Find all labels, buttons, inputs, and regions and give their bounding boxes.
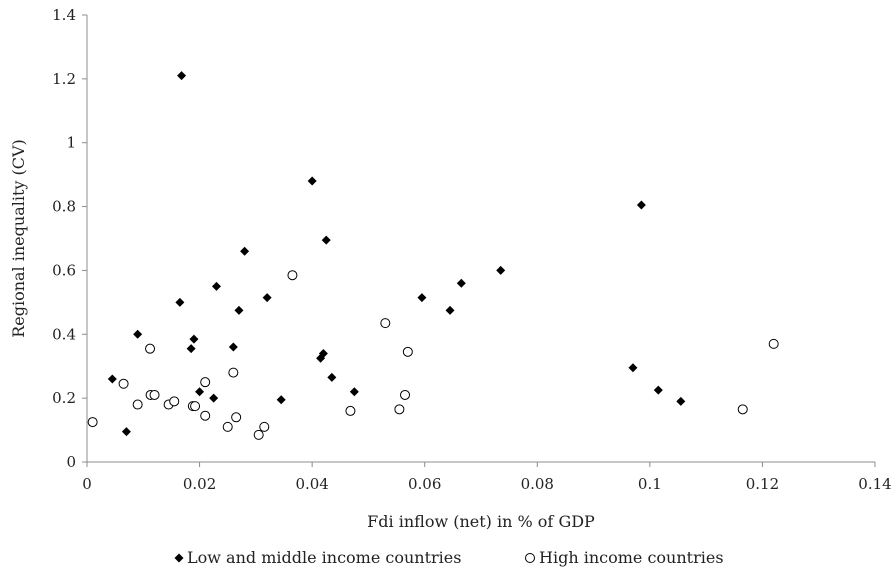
- data-point-low-middle-income: [262, 293, 272, 303]
- y-tick-label: 1: [66, 134, 76, 152]
- data-point-low-middle-income: [175, 297, 185, 307]
- data-point-high-income: [400, 389, 411, 400]
- x-tick-label: 0.14: [858, 475, 891, 493]
- y-tick-label: 1.2: [52, 70, 76, 88]
- data-point-high-income: [200, 377, 211, 388]
- data-point-high-income: [200, 410, 211, 421]
- x-tick-label: 0.12: [746, 475, 779, 493]
- data-point-high-income: [222, 421, 233, 432]
- data-point-high-income: [169, 396, 180, 407]
- data-point-low-middle-income: [445, 305, 455, 315]
- data-point-low-middle-income: [349, 387, 359, 397]
- y-tick-label: 0.8: [52, 198, 76, 216]
- data-point-low-middle-income: [318, 348, 328, 358]
- data-point-high-income: [380, 318, 391, 329]
- x-tick-label: 0: [82, 475, 92, 493]
- legend-label-high-income: High income countries: [539, 548, 724, 567]
- x-axis-title: Fdi inflow (net) in % of GDP: [367, 512, 595, 531]
- data-point-low-middle-income: [327, 372, 337, 382]
- data-point-low-middle-income: [189, 334, 199, 344]
- legend: Low and middle income countries High inc…: [174, 548, 724, 567]
- data-point-low-middle-income: [209, 393, 219, 403]
- x-tick-label: 0.04: [295, 475, 328, 493]
- data-point-high-income: [259, 421, 270, 432]
- data-point-low-middle-income: [240, 246, 250, 256]
- x-tick-label: 0.1: [638, 475, 662, 493]
- data-point-high-income: [253, 429, 264, 440]
- data-point-low-middle-income: [107, 374, 117, 384]
- data-point-high-income: [287, 270, 298, 281]
- data-point-high-income: [87, 417, 98, 428]
- data-point-low-middle-income: [676, 396, 686, 406]
- data-point-high-income: [768, 338, 779, 349]
- data-point-low-middle-income: [228, 342, 238, 352]
- x-tick-label: 0.06: [408, 475, 441, 493]
- data-point-high-income: [118, 378, 129, 389]
- legend-marker-low-middle-income: [174, 553, 184, 563]
- data-point-low-middle-income: [121, 427, 131, 437]
- data-point-low-middle-income: [628, 363, 638, 373]
- data-point-high-income: [190, 401, 201, 412]
- data-point-high-income: [231, 412, 242, 423]
- data-point-high-income: [345, 405, 356, 416]
- legend-marker-high-income: [525, 553, 535, 563]
- legend-label-low-middle-income: Low and middle income countries: [187, 548, 461, 567]
- data-point-low-middle-income: [234, 305, 244, 315]
- data-point-low-middle-income: [653, 385, 663, 395]
- x-tick-label: 0.08: [521, 475, 554, 493]
- x-tick-label: 0.02: [183, 475, 216, 493]
- data-point-low-middle-income: [177, 71, 187, 81]
- data-point-low-middle-income: [636, 200, 646, 210]
- y-tick-label: 0.6: [52, 261, 76, 279]
- y-tick-label: 0.2: [52, 389, 76, 407]
- data-point-high-income: [402, 346, 413, 357]
- y-tick-label: 0: [66, 453, 76, 471]
- data-point-low-middle-income: [496, 265, 506, 275]
- data-point-low-middle-income: [276, 395, 286, 405]
- data-point-low-middle-income: [456, 278, 466, 288]
- data-points: [87, 71, 779, 440]
- y-axis-ticks: 0 0.2 0.4 0.6 0.8 1 1.2 1.4: [52, 6, 87, 471]
- data-point-low-middle-income: [195, 387, 205, 397]
- data-point-low-middle-income: [417, 293, 427, 303]
- x-axis-ticks: 0 0.02 0.04 0.06 0.08 0.1 0.12 0.14: [82, 462, 892, 493]
- data-point-high-income: [228, 367, 239, 378]
- data-point-low-middle-income: [211, 281, 221, 291]
- data-point-low-middle-income: [133, 329, 143, 339]
- y-axis-title: Regional inequality (CV): [9, 139, 28, 338]
- y-tick-label: 0.4: [52, 325, 76, 343]
- y-tick-label: 1.4: [52, 6, 76, 24]
- data-point-high-income: [394, 404, 405, 415]
- data-point-high-income: [145, 343, 156, 354]
- data-point-low-middle-income: [321, 235, 331, 245]
- data-point-high-income: [132, 399, 143, 410]
- data-point-high-income: [737, 404, 748, 415]
- data-point-low-middle-income: [307, 176, 317, 186]
- data-point-high-income: [149, 389, 160, 400]
- data-point-low-middle-income: [186, 344, 196, 354]
